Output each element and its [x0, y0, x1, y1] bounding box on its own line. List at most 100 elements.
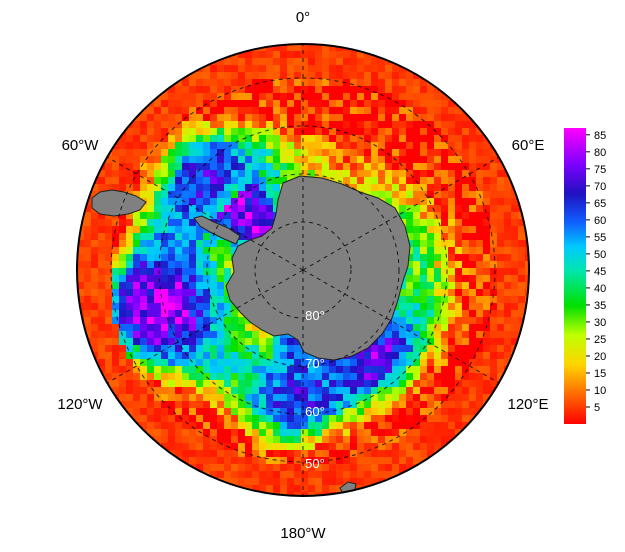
field-cell — [378, 93, 386, 101]
field-cell — [434, 429, 442, 437]
field-cell — [273, 107, 281, 115]
field-cell — [252, 219, 260, 227]
field-cell — [385, 380, 393, 388]
field-cell — [217, 429, 225, 437]
field-cell — [497, 163, 505, 171]
field-cell — [126, 226, 134, 234]
field-cell — [133, 156, 141, 164]
field-cell — [196, 58, 204, 66]
field-cell — [385, 422, 393, 430]
field-cell — [140, 394, 148, 402]
field-cell — [287, 422, 295, 430]
field-cell — [504, 289, 512, 297]
field-cell — [315, 471, 323, 479]
field-cell — [224, 198, 232, 206]
field-cell — [287, 86, 295, 94]
field-cell — [119, 345, 127, 353]
field-cell — [287, 58, 295, 66]
field-cell — [259, 135, 267, 143]
field-cell — [308, 163, 316, 171]
field-cell — [126, 247, 134, 255]
field-cell — [413, 338, 421, 346]
field-cell — [455, 422, 463, 430]
field-cell — [399, 128, 407, 136]
field-cell — [175, 387, 183, 395]
field-cell — [434, 114, 442, 122]
field-cell — [203, 443, 211, 451]
field-cell — [252, 422, 260, 430]
field-cell — [280, 366, 288, 374]
field-cell — [182, 401, 190, 409]
field-cell — [441, 324, 449, 332]
field-cell — [322, 107, 330, 115]
field-cell — [448, 170, 456, 178]
field-cell — [280, 359, 288, 367]
field-cell — [210, 114, 218, 122]
field-cell — [287, 128, 295, 136]
field-cell — [448, 338, 456, 346]
field-cell — [84, 310, 92, 318]
field-cell — [168, 387, 176, 395]
field-cell — [385, 471, 393, 479]
field-cell — [231, 373, 239, 381]
field-cell — [371, 401, 379, 409]
field-cell — [371, 93, 379, 101]
field-cell — [413, 394, 421, 402]
field-cell — [182, 79, 190, 87]
field-cell — [259, 478, 267, 486]
field-cell — [413, 254, 421, 262]
field-cell — [350, 478, 358, 486]
field-cell — [245, 86, 253, 94]
field-cell — [189, 331, 197, 339]
field-cell — [84, 212, 92, 220]
field-cell — [245, 114, 253, 122]
field-cell — [126, 373, 134, 381]
field-cell — [259, 93, 267, 101]
field-cell — [294, 478, 302, 486]
field-cell — [329, 450, 337, 458]
field-cell — [392, 415, 400, 423]
field-cell — [112, 170, 120, 178]
field-cell — [168, 100, 176, 108]
field-cell — [385, 114, 393, 122]
field-cell — [133, 282, 141, 290]
field-cell — [322, 429, 330, 437]
field-cell — [217, 219, 225, 227]
field-cell — [399, 191, 407, 199]
field-cell — [469, 247, 477, 255]
field-cell — [119, 142, 127, 150]
field-cell — [448, 261, 456, 269]
field-cell — [196, 114, 204, 122]
field-cell — [252, 198, 260, 206]
field-cell — [266, 93, 274, 101]
field-cell — [329, 464, 337, 472]
field-cell — [371, 121, 379, 129]
field-cell — [350, 142, 358, 150]
field-cell — [119, 219, 127, 227]
field-cell — [413, 317, 421, 325]
field-cell — [252, 457, 260, 465]
field-cell — [133, 261, 141, 269]
field-cell — [378, 170, 386, 178]
field-cell — [266, 51, 274, 59]
field-cell — [294, 135, 302, 143]
field-cell — [280, 401, 288, 409]
field-cell — [147, 373, 155, 381]
field-cell — [371, 352, 379, 360]
field-cell — [385, 457, 393, 465]
field-cell — [133, 338, 141, 346]
field-cell — [280, 450, 288, 458]
field-cell — [322, 373, 330, 381]
field-cell — [392, 177, 400, 185]
field-cell — [168, 114, 176, 122]
field-cell — [350, 436, 358, 444]
colorbar-tick-label: 25 — [594, 334, 606, 346]
field-cell — [280, 429, 288, 437]
field-cell — [133, 135, 141, 143]
field-cell — [266, 485, 274, 493]
field-cell — [119, 121, 127, 129]
field-cell — [196, 254, 204, 262]
field-cell — [224, 58, 232, 66]
field-cell — [462, 135, 470, 143]
field-cell — [182, 275, 190, 283]
